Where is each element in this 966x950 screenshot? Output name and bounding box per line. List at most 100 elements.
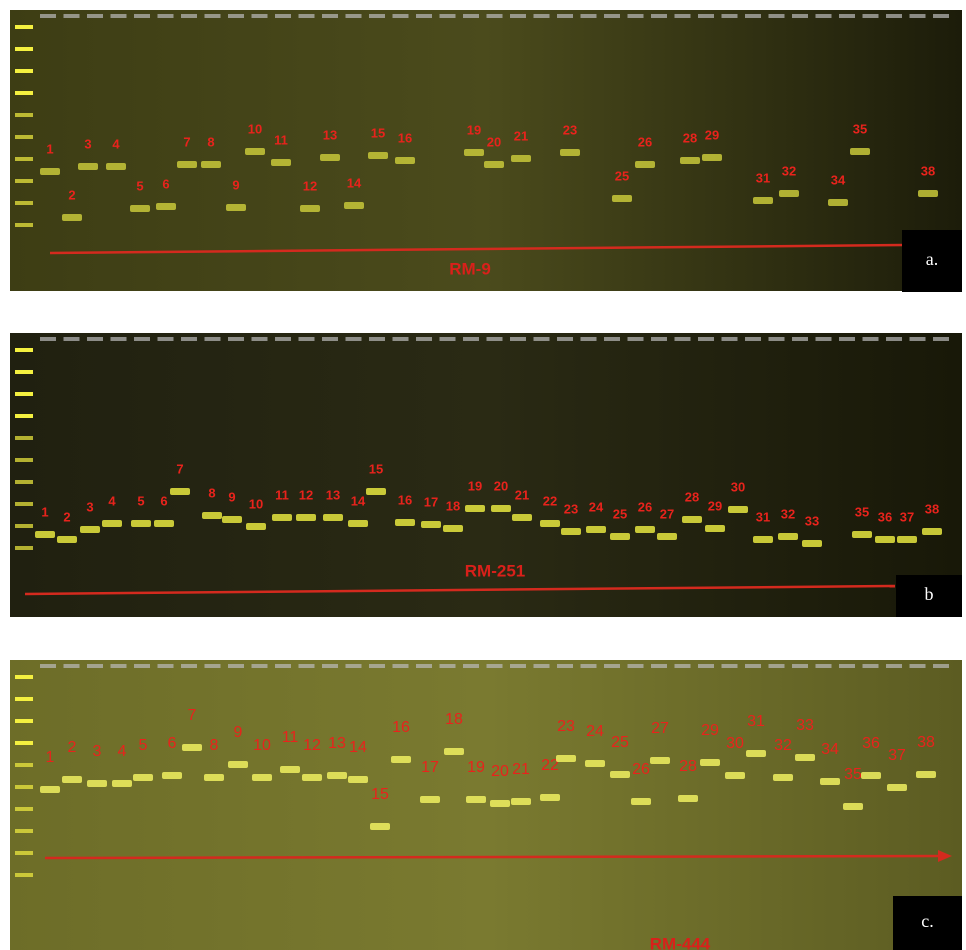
well: [722, 664, 738, 668]
well: [393, 14, 409, 18]
band: [773, 774, 793, 781]
lane-number: 4: [118, 743, 127, 760]
lane-number: 12: [303, 737, 321, 754]
well: [205, 337, 221, 341]
ladder-band: [15, 179, 33, 183]
well: [64, 664, 80, 668]
ladder-band: [15, 135, 33, 139]
well: [698, 664, 714, 668]
well: [369, 664, 385, 668]
band: [133, 774, 153, 781]
well: [769, 664, 785, 668]
band: [370, 823, 390, 830]
lane-number: 7: [188, 707, 197, 724]
well: [87, 664, 103, 668]
lane-number: 31: [747, 713, 765, 730]
lane-number: 21: [512, 761, 530, 778]
lane-number: 29: [708, 498, 722, 513]
ladder-band: [15, 458, 33, 462]
well: [745, 337, 761, 341]
ladder-band: [15, 370, 33, 374]
lane-number: 13: [323, 127, 337, 142]
band: [131, 520, 151, 527]
band: [102, 520, 122, 527]
well: [675, 14, 691, 18]
band: [753, 536, 773, 543]
well: [886, 664, 902, 668]
lane-number: 4: [108, 493, 116, 508]
lane-number: 33: [805, 513, 819, 528]
band: [512, 514, 532, 521]
band: [828, 199, 848, 206]
ladder-band: [15, 113, 33, 117]
well: [839, 664, 855, 668]
lane-number: 11: [274, 132, 288, 147]
well: [228, 337, 244, 341]
well: [275, 664, 291, 668]
band: [444, 748, 464, 755]
lane-number: 14: [351, 493, 366, 508]
ladder-band: [15, 201, 33, 205]
band: [112, 780, 132, 787]
ladder-band: [15, 348, 33, 352]
band: [201, 161, 221, 168]
lane-number: 10: [253, 737, 271, 754]
well: [346, 337, 362, 341]
lane-number: 1: [46, 749, 55, 766]
lane-number: 21: [515, 487, 529, 502]
lane-number: 34: [821, 741, 839, 758]
lane-number: 20: [487, 134, 501, 149]
lane-number: 23: [557, 718, 575, 735]
lane-number: 19: [468, 478, 482, 493]
lane-number: 5: [136, 178, 143, 193]
band: [561, 528, 581, 535]
lane-number: 11: [282, 729, 299, 746]
well: [346, 664, 362, 668]
band: [106, 163, 126, 170]
band: [154, 520, 174, 527]
lane-number: 6: [162, 176, 169, 191]
band: [182, 744, 202, 751]
band: [897, 536, 917, 543]
lane-number: 1: [41, 504, 48, 519]
band: [245, 148, 265, 155]
lane-number: 13: [326, 487, 340, 502]
lane-number: 5: [139, 737, 148, 754]
band: [300, 205, 320, 212]
lane-number: 35: [855, 504, 869, 519]
lane-number: 5: [137, 493, 144, 508]
lane-number: 38: [925, 501, 939, 516]
band: [395, 157, 415, 164]
band: [586, 526, 606, 533]
band: [130, 205, 150, 212]
lane-number: 6: [168, 735, 177, 752]
well: [604, 14, 620, 18]
lane-number: 2: [63, 509, 70, 524]
well: [487, 664, 503, 668]
well: [40, 337, 56, 341]
well: [299, 337, 315, 341]
ladder-band: [15, 502, 33, 506]
ladder-band: [15, 91, 33, 95]
well: [816, 664, 832, 668]
band: [705, 525, 725, 532]
lane-number: 37: [900, 509, 914, 524]
lane-number: 15: [369, 461, 383, 476]
band: [678, 795, 698, 802]
lane-number: 20: [491, 763, 509, 780]
band: [585, 760, 605, 767]
lane-number: 20: [494, 478, 508, 493]
lane-number: 14: [349, 739, 367, 756]
well: [134, 14, 150, 18]
lane-number: 24: [586, 723, 604, 740]
lane-number: 9: [232, 177, 239, 192]
lane-number: 29: [701, 722, 719, 739]
lane-number: 25: [611, 734, 629, 751]
lane-number: 3: [86, 499, 93, 514]
band: [556, 755, 576, 762]
marker-name: RM-444: [650, 934, 711, 950]
lane-number: 8: [210, 737, 219, 754]
band: [348, 776, 368, 783]
lane-number: 12: [303, 178, 317, 193]
well: [910, 664, 926, 668]
